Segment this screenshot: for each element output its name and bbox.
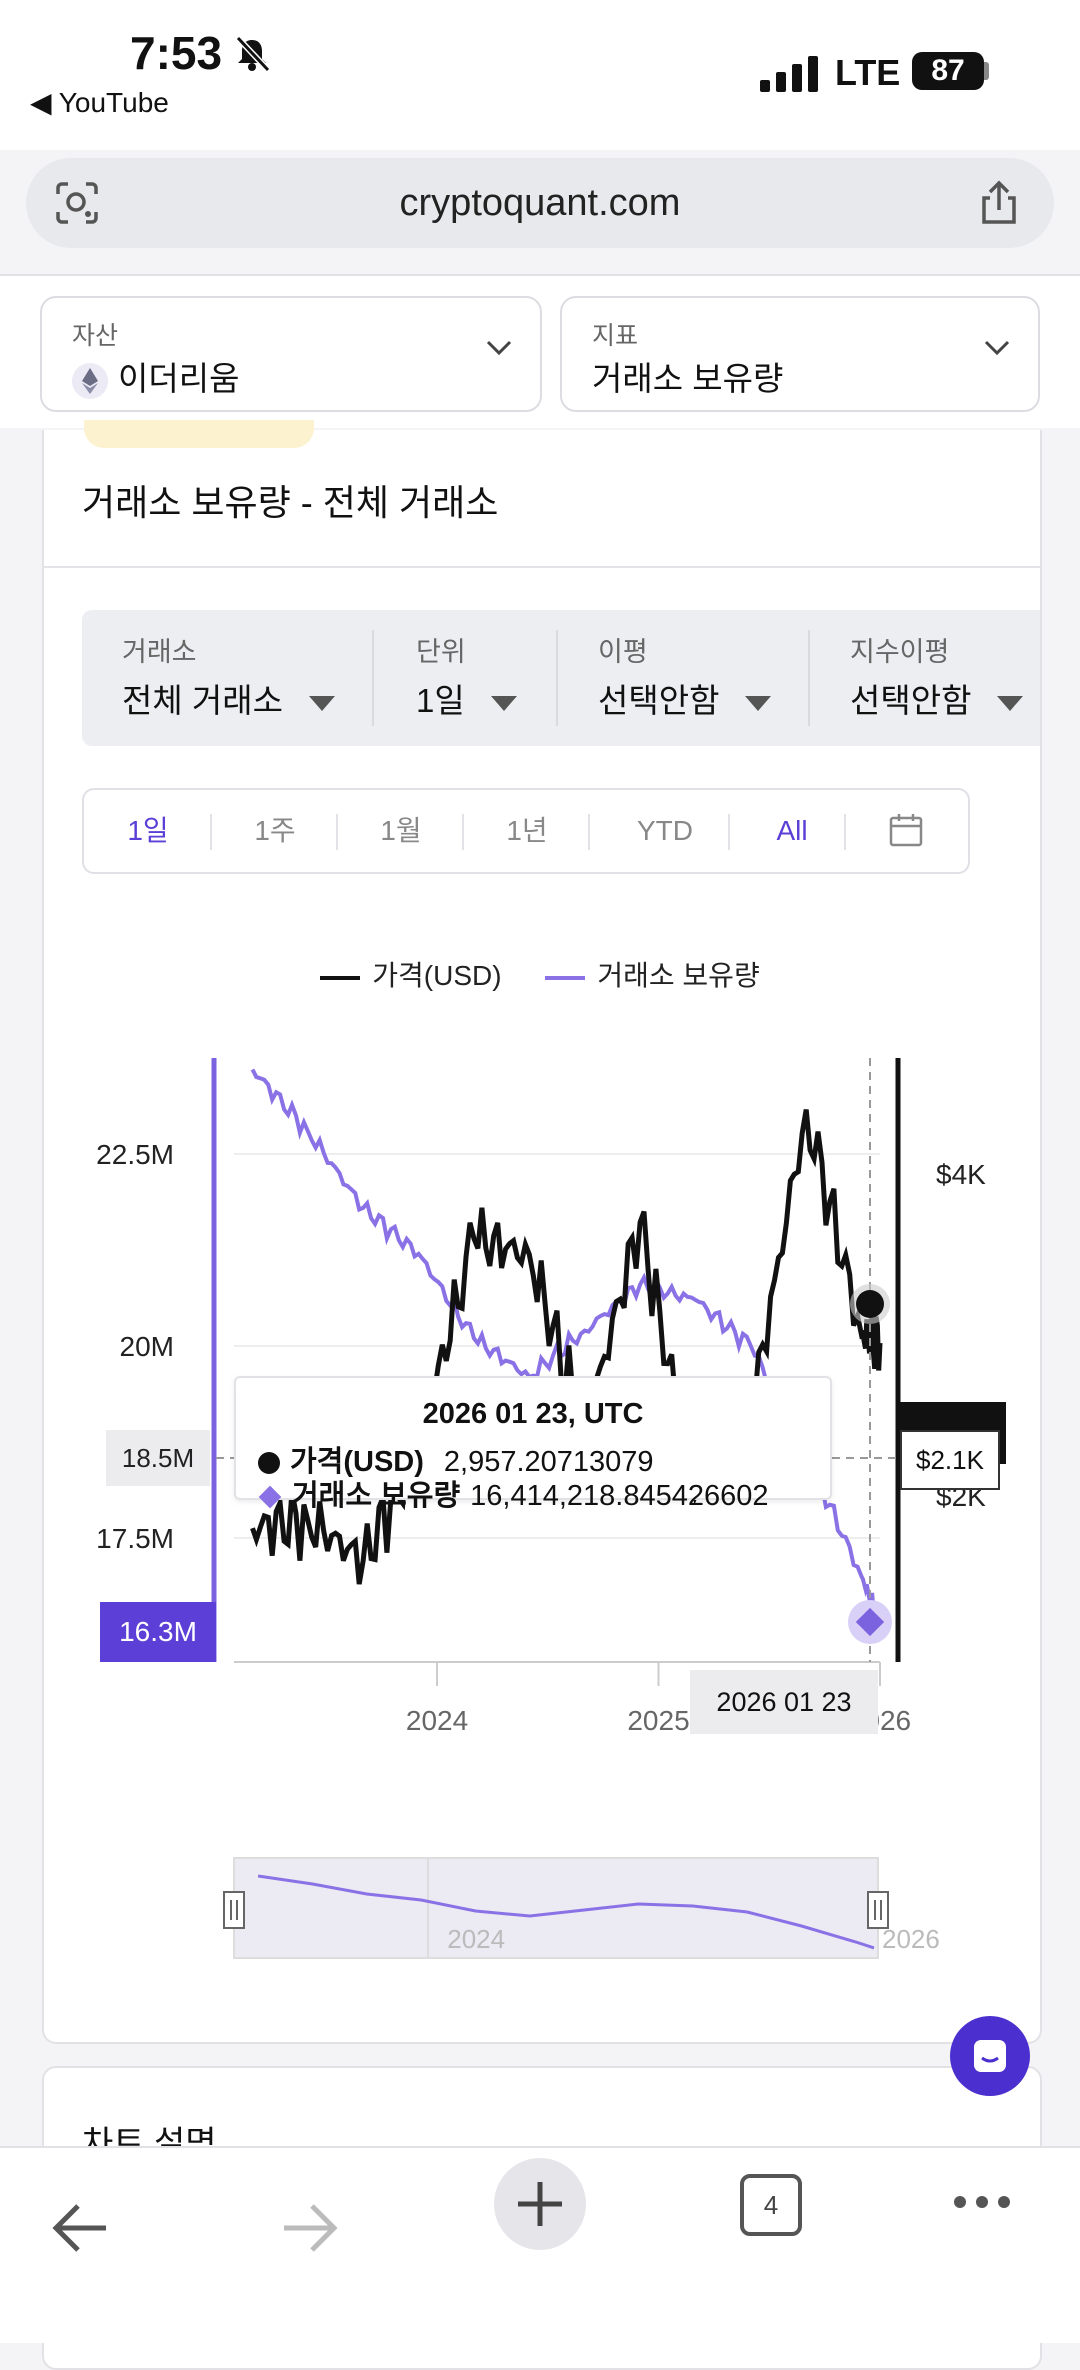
chevron-down-icon xyxy=(984,340,1010,356)
back-arrow-icon[interactable] xyxy=(48,2200,112,2256)
range-separator xyxy=(336,814,338,850)
range-separator xyxy=(728,814,730,850)
navigator-right-handle xyxy=(867,1891,889,1929)
filter-value: 1일 xyxy=(416,674,517,722)
filter-value: 선택안함 xyxy=(850,674,1024,722)
asset-name: 이더리움 xyxy=(118,360,240,397)
url-text[interactable]: cryptoquant.com xyxy=(399,182,681,224)
y-right-ticks: $4K$2K xyxy=(936,1159,986,1512)
asset-select-value: 이더리움 xyxy=(72,352,239,400)
metric-select-value: 거래소 보유량 xyxy=(592,360,784,397)
header-divider xyxy=(0,274,1080,276)
y-left-ticks: 22.5M 20M 17.5M xyxy=(96,1139,174,1554)
legend-price-swatch xyxy=(320,975,361,980)
card-divider xyxy=(42,566,1040,568)
more-icon[interactable] xyxy=(950,2192,1014,2212)
chevron-down-icon xyxy=(486,340,512,356)
filter-separator xyxy=(556,630,558,726)
dropdown-arrow-icon xyxy=(997,695,1024,711)
range-1d-button[interactable]: 1일 xyxy=(127,815,169,846)
calendar-icon[interactable] xyxy=(888,812,924,848)
metric-select[interactable]: 지표 거래소 보유량 xyxy=(560,296,1040,412)
filter-label: 거래소 xyxy=(122,637,197,667)
range-1m-button[interactable]: 1월 xyxy=(380,815,422,846)
y-left-cursor-label: 18.5M xyxy=(106,1430,210,1486)
range-separator xyxy=(462,814,464,850)
dropdown-arrow-icon xyxy=(745,695,772,711)
network-type: LTE xyxy=(835,52,901,93)
share-icon[interactable] xyxy=(974,178,1024,228)
navigator-ticks: 2024 2026 xyxy=(447,1924,940,1954)
reserve-cursor-point xyxy=(855,1607,885,1637)
dropdown-arrow-icon xyxy=(308,695,335,711)
filter-label: 단위 xyxy=(416,637,466,667)
tab-count-button[interactable]: 4 xyxy=(740,2174,802,2236)
dropdown-arrow-icon xyxy=(490,695,517,711)
chart-tooltip: 2026 01 23, UTC 가격(USD) 2,957.20713079 거래… xyxy=(234,1376,832,1512)
chat-help-button[interactable] xyxy=(950,2016,1030,2096)
range-separator xyxy=(844,814,846,850)
range-ytd-button[interactable]: YTD xyxy=(637,815,693,846)
lens-icon[interactable] xyxy=(54,180,100,226)
browser-toolbar: 4 xyxy=(0,2146,1080,2343)
legend-reserve[interactable]: 거래소 보유량 xyxy=(545,954,760,994)
x-cursor-label: 2026 01 23 xyxy=(690,1670,878,1734)
forward-arrow-icon[interactable] xyxy=(278,2200,342,2256)
plus-icon xyxy=(518,2182,562,2226)
x-tick-label: 2025 xyxy=(627,1705,689,1736)
ethereum-icon xyxy=(72,363,108,400)
range-all-button[interactable]: All xyxy=(776,815,808,846)
legend-price[interactable]: 가격(USD) xyxy=(320,954,502,994)
y-left-tick-label: 17.5M xyxy=(96,1523,174,1554)
tooltip-date: 2026 01 23, UTC xyxy=(422,1398,644,1430)
navigator-tick-label: 2024 xyxy=(447,1924,505,1954)
y-right-cursor-label: $2.1K xyxy=(900,1430,1000,1490)
filter-separator xyxy=(808,630,810,726)
signal-icon xyxy=(760,56,824,92)
chart-legend: 가격(USD) 거래소 보유량 xyxy=(0,954,1080,994)
filter-label: 이평 xyxy=(598,637,648,667)
range-1w-button[interactable]: 1주 xyxy=(254,815,296,846)
price-cursor-point xyxy=(856,1290,884,1318)
asset-select-label: 자산 xyxy=(72,322,119,350)
y-left-tick-label: 20M xyxy=(120,1331,174,1362)
asset-select[interactable]: 자산 이더리움 xyxy=(40,296,542,412)
chat-icon xyxy=(974,2040,1006,2072)
reserve-diamond-icon xyxy=(258,1486,282,1509)
bell-muted-icon xyxy=(235,35,271,73)
range-separator xyxy=(210,814,212,850)
navigator-tick-label: 2026 xyxy=(882,1924,940,1954)
battery-icon: 87 xyxy=(912,52,984,90)
address-bar[interactable]: cryptoquant.com xyxy=(26,158,1054,248)
legend-reserve-swatch xyxy=(545,975,586,980)
badge-peek xyxy=(84,420,314,448)
navigator-window xyxy=(233,1857,879,1959)
filter-row: 거래소 전체 거래소 단위 1일 이평 선택안함 지수이평 선택안함 xyxy=(82,610,1040,746)
x-tick-label: 2024 xyxy=(406,1705,468,1736)
card-title: 거래소 보유량 - 전체 거래소 xyxy=(82,482,499,523)
price-dot-icon xyxy=(258,1452,280,1475)
y-left-current-value: 16.3M xyxy=(100,1602,216,1662)
filter-value: 선택안함 xyxy=(598,674,772,722)
filter-separator xyxy=(372,630,374,726)
tooltip-reserve-row: 거래소 보유량 16,414,218.845426602 xyxy=(258,1472,769,1514)
battery-tip xyxy=(984,62,989,80)
range-1y-button[interactable]: 1년 xyxy=(506,815,548,846)
filter-label: 지수이평 xyxy=(850,637,950,667)
back-to-app-link[interactable]: ◀ YouTube xyxy=(30,87,169,118)
navigator-series-line xyxy=(257,1874,875,1950)
filter-value: 전체 거래소 xyxy=(122,674,335,722)
status-bar: 7:53 ◀ YouTube LTE 87 xyxy=(0,0,1080,150)
new-tab-button[interactable] xyxy=(494,2158,586,2250)
range-separator xyxy=(588,814,590,850)
chart-navigator[interactable]: 2024 2026 xyxy=(0,1840,1080,1970)
y-left-tick-label: 22.5M xyxy=(96,1139,174,1170)
navigator-left-handle xyxy=(223,1891,245,1929)
y-right-tick-label: $4K xyxy=(936,1159,986,1190)
status-time: 7:53 xyxy=(130,27,223,79)
metric-select-label: 지표 xyxy=(592,322,639,350)
range-selector: 1일 1주 1월 1년 YTD All xyxy=(82,788,970,874)
tooltip-price-row: 가격(USD) 2,957.20713079 xyxy=(258,1438,654,1480)
